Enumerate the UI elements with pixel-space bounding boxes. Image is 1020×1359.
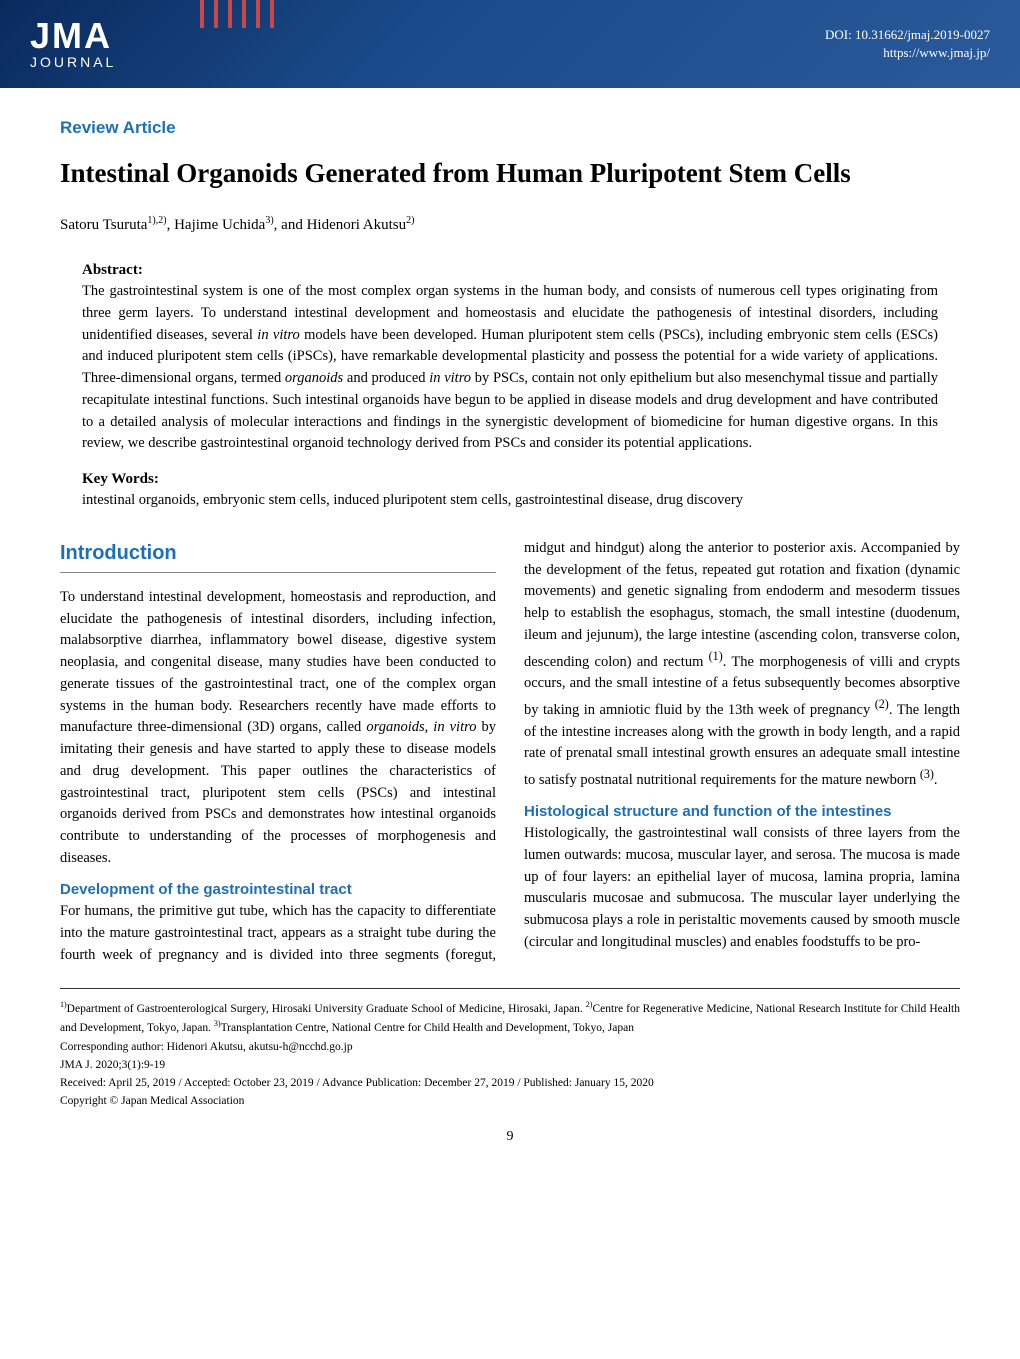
journal-url[interactable]: https://www.jmaj.jp/	[825, 44, 990, 62]
histology-paragraph: Histologically, the gastrointestinal wal…	[524, 823, 960, 954]
abstract-text: The gastrointestinal system is one of th…	[82, 281, 938, 455]
doi-block: DOI: 10.31662/jmaj.2019-0027 https://www…	[825, 26, 990, 62]
section-heading-introduction: Introduction	[60, 538, 496, 573]
copyright: Copyright © Japan Medical Association	[60, 1093, 960, 1110]
footer-block: 1)Department of Gastroenterological Surg…	[60, 999, 960, 1110]
subsection-heading-development: Development of the gastrointestinal trac…	[60, 880, 496, 900]
journal-logo: JMA JOURNAL	[30, 18, 116, 70]
abstract-label: Abstract:	[82, 262, 938, 279]
journal-header-band: JMA JOURNAL DOI: 10.31662/jmaj.2019-0027…	[0, 0, 1020, 88]
logo-text-main: JMA	[30, 18, 116, 54]
page-number: 9	[60, 1129, 960, 1145]
footer-separator	[60, 988, 960, 989]
header-decorative-ticks	[200, 0, 274, 28]
article-type: Review Article	[60, 118, 960, 138]
corresponding-author: Corresponding author: Hidenori Akutsu, a…	[60, 1039, 960, 1056]
article-title: Intestinal Organoids Generated from Huma…	[60, 156, 960, 191]
subsection-heading-histology: Histological structure and function of t…	[524, 802, 960, 822]
abstract-block: Abstract: The gastrointestinal system is…	[60, 262, 960, 512]
page-body: Review Article Intestinal Organoids Gene…	[0, 88, 1020, 1169]
logo-text-sub: JOURNAL	[30, 54, 116, 70]
publication-dates: Received: April 25, 2019 / Accepted: Oct…	[60, 1075, 960, 1092]
intro-paragraph: To understand intestinal development, ho…	[60, 587, 496, 870]
citation: JMA J. 2020;3(1):9-19	[60, 1057, 960, 1074]
keywords-label: Key Words:	[82, 471, 938, 488]
author-list: Satoru Tsuruta1),2), Hajime Uchida3), an…	[60, 215, 960, 234]
affiliations: 1)Department of Gastroenterological Surg…	[60, 999, 960, 1037]
body-columns: Introduction To understand intestinal de…	[60, 538, 960, 967]
doi-text: DOI: 10.31662/jmaj.2019-0027	[825, 26, 990, 44]
keywords-text: intestinal organoids, embryonic stem cel…	[82, 490, 938, 512]
